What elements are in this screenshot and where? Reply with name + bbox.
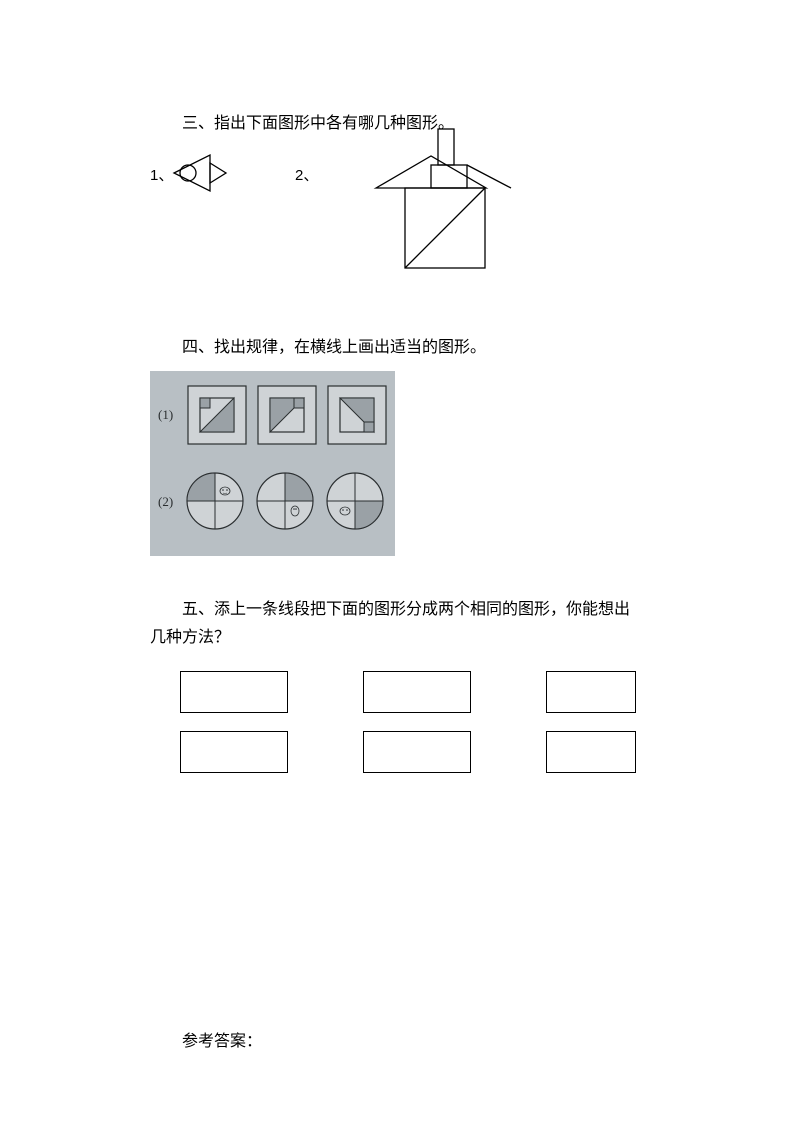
section-4: 四、找出规律，在横线上画出适当的图形。 (1): [150, 334, 653, 556]
rect-box: [546, 731, 636, 773]
rect-row-1: [150, 671, 653, 713]
q3-label-2: 2、: [295, 164, 318, 185]
roof-side-rect: [431, 165, 467, 188]
section-5: 五、添上一条线段把下面的图形分成两个相同的图形，你能想出 几种方法？: [150, 596, 653, 774]
section-3-content: 1、 2、: [150, 139, 653, 174]
c3: [327, 473, 383, 529]
row2-label: (2): [158, 494, 173, 509]
c1: [187, 473, 243, 529]
rect-box: [363, 731, 471, 773]
fish-tail-triangle: [210, 163, 226, 183]
roof-right-line: [467, 165, 511, 188]
rect-box: [546, 671, 636, 713]
chimney-rect: [438, 129, 454, 165]
section-3: 三、指出下面图形中各有哪几种图形。 1、 2、: [150, 110, 653, 174]
rect-box: [180, 731, 288, 773]
rect-box: [180, 671, 288, 713]
fish-figure: [172, 151, 232, 193]
row1-label: (1): [158, 407, 173, 422]
section-4-image: (1): [150, 371, 395, 556]
house-diagonal: [405, 188, 485, 268]
rect-row-2: [150, 731, 653, 773]
q3-label-1: 1、: [150, 164, 173, 185]
sq3: [328, 386, 386, 444]
pattern-svg: (1): [150, 371, 395, 556]
row1-squares: [188, 386, 386, 444]
section-5-heading-line1: 五、添上一条线段把下面的图形分成两个相同的图形，你能想出: [150, 596, 653, 625]
rect-box: [363, 671, 471, 713]
section-5-heading-line2: 几种方法？: [150, 624, 653, 653]
answer-section: 参考答案：: [150, 1028, 653, 1057]
sq2: [258, 386, 316, 444]
fish-eye-circle: [180, 165, 196, 181]
c2: [257, 473, 313, 529]
house-group: [376, 129, 511, 268]
fish-group: [174, 155, 226, 191]
section-4-heading: 四、找出规律，在横线上画出适当的图形。: [150, 334, 653, 363]
answer-heading: 参考答案：: [150, 1028, 653, 1057]
house-figure: [368, 126, 518, 271]
sq1: [188, 386, 246, 444]
row2-circles: [187, 473, 383, 529]
